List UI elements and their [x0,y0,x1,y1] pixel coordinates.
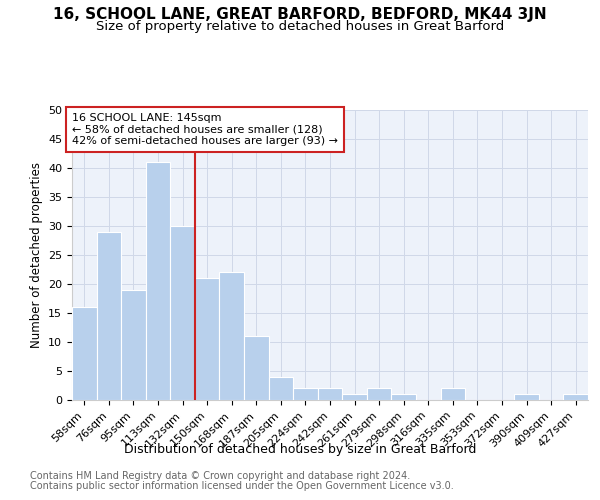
Bar [72,307,97,400]
Text: Distribution of detached houses by size in Great Barford: Distribution of detached houses by size … [124,442,476,456]
Text: 16 SCHOOL LANE: 145sqm
← 58% of detached houses are smaller (128)
42% of semi-de: 16 SCHOOL LANE: 145sqm ← 58% of detached… [72,113,338,146]
Bar [293,388,318,400]
Text: Size of property relative to detached houses in Great Barford: Size of property relative to detached ho… [96,20,504,33]
Bar [318,388,342,400]
Y-axis label: Number of detached properties: Number of detached properties [29,162,43,348]
Bar [121,290,146,400]
Bar [514,394,539,400]
Bar [367,388,391,400]
Text: Contains HM Land Registry data © Crown copyright and database right 2024.: Contains HM Land Registry data © Crown c… [30,471,410,481]
Text: Contains public sector information licensed under the Open Government Licence v3: Contains public sector information licen… [30,481,454,491]
Bar [440,388,465,400]
Bar [391,394,416,400]
Bar [146,162,170,400]
Bar [220,272,244,400]
Bar [563,394,588,400]
Bar [170,226,195,400]
Bar [97,232,121,400]
Bar [244,336,269,400]
Bar [195,278,220,400]
Text: 16, SCHOOL LANE, GREAT BARFORD, BEDFORD, MK44 3JN: 16, SCHOOL LANE, GREAT BARFORD, BEDFORD,… [53,8,547,22]
Bar [342,394,367,400]
Bar [269,377,293,400]
